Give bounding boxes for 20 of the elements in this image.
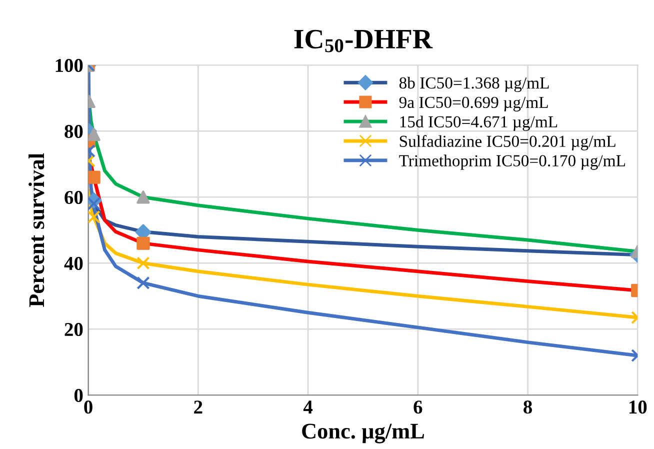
legend-label: 9a IC50=0.699 µg/mL: [399, 96, 548, 112]
x-axis-title: Conc. µg/mL: [302, 424, 424, 444]
legend-label: Sulfadiazine IC50=0.201 µg/mL: [400, 135, 616, 150]
y-tick-label: 100: [56, 58, 83, 72]
legend-label: 8b IC50=1.368 µg/mL: [399, 76, 549, 92]
x-tick-label: 4: [303, 400, 313, 414]
x-tick-label: 2: [194, 400, 202, 414]
x-tick-label: 0: [84, 400, 92, 414]
y-tick-label: 40: [64, 256, 83, 270]
legend-label: Trimethoprim IC50=0.170 µg/mL: [399, 154, 625, 170]
legend-label: 15d IC50=4.671 µg/mL: [400, 116, 558, 131]
x-tick-label: 8: [524, 400, 532, 414]
y-tick-label: 0: [74, 388, 83, 402]
x-tick-label: 10: [629, 400, 647, 414]
chart-title: IC$_{50}$-DHFR: [294, 30, 433, 52]
x-tick-label: 6: [414, 400, 422, 414]
y-tick-label: 80: [64, 124, 83, 138]
y-tick-label: 60: [64, 190, 83, 204]
y-tick-label: 20: [64, 322, 83, 336]
y-axis-title: Percent survival: [28, 153, 44, 307]
